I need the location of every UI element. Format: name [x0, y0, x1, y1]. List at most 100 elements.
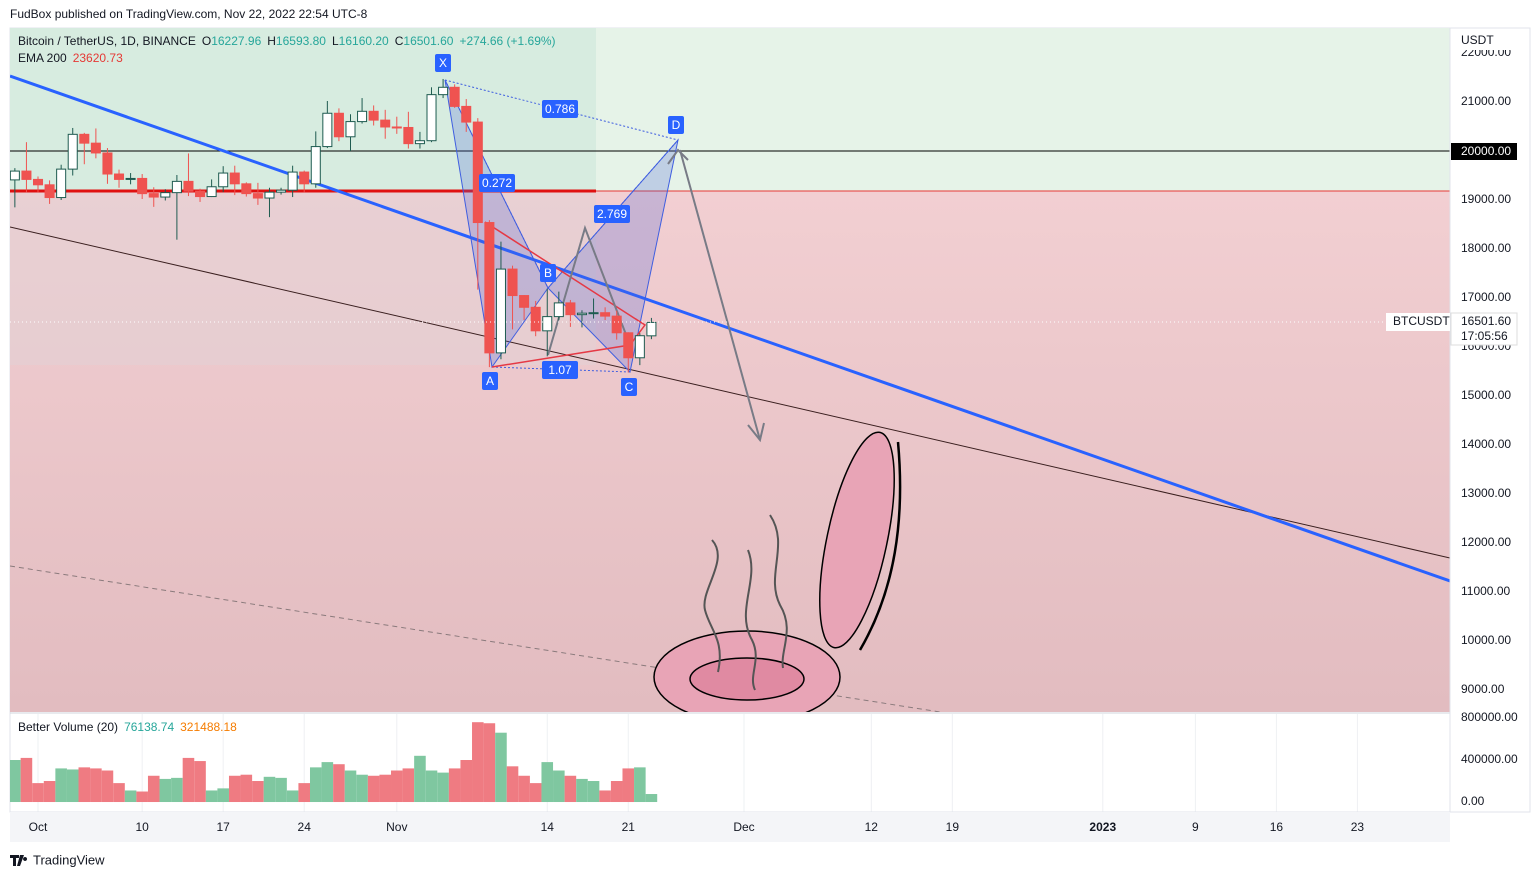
candle-body — [507, 268, 518, 297]
volume-bar — [495, 732, 507, 803]
ohlc-key: O — [202, 34, 211, 48]
volume-bar — [321, 762, 334, 803]
candle-body — [403, 126, 414, 145]
candle-body — [67, 133, 78, 170]
volume-bar — [518, 775, 530, 803]
volume-tick-label: 800000.00 — [1461, 710, 1518, 724]
volume-bar — [344, 770, 357, 803]
x-tick-label: 19 — [946, 820, 960, 834]
logo-icon — [10, 855, 28, 866]
x-tick-label: 10 — [135, 820, 149, 834]
volume-bar — [529, 783, 542, 803]
candle-body — [56, 168, 67, 199]
volume-bar — [483, 723, 496, 803]
volume-tick-label: 400000.00 — [1461, 752, 1518, 766]
volume-bar — [194, 761, 206, 803]
pattern-ratio: 0.786 — [545, 102, 575, 116]
y-tick-label: 19000.00 — [1461, 192, 1511, 206]
price-tag-bg — [1450, 312, 1518, 346]
ohlc-key: L — [332, 34, 339, 48]
volume-bar — [286, 790, 299, 803]
volume-bar — [553, 770, 565, 803]
candle-body — [519, 295, 530, 308]
candle-body — [183, 180, 194, 192]
volume-bar — [10, 760, 21, 803]
volume-bar — [333, 764, 345, 803]
candle-body — [600, 312, 611, 317]
pattern-point: B — [544, 266, 552, 280]
legend: Bitcoin / TetherUS, 1D, BINANCE O16227.96… — [18, 34, 556, 48]
candle-body — [241, 183, 252, 195]
level-tag: 20000.00 — [1461, 144, 1511, 158]
pattern-ratio-bg — [542, 361, 578, 379]
arrow — [679, 149, 761, 441]
candle-body — [357, 110, 368, 123]
ohlc-value: 16593.80 — [276, 34, 326, 48]
ohlc: O16227.96 H16593.80 L16160.20 C16501.60 +274… — [202, 34, 556, 48]
ohlc-value: 16227.96 — [211, 34, 261, 48]
volume-bar — [599, 790, 611, 803]
volume-bar — [101, 770, 114, 803]
volume-tick-label: 0.00 — [1461, 794, 1485, 808]
x-tick-label: 12 — [865, 820, 879, 834]
volume-bar — [275, 777, 287, 803]
volume-bar — [205, 790, 218, 803]
volume-bar — [645, 794, 658, 803]
candle-body — [79, 133, 90, 144]
volume-bar — [356, 774, 368, 803]
pattern-point: A — [486, 374, 494, 388]
candle-body — [634, 335, 645, 359]
volume-legend: Better Volume (20) 76138.74 321488.18 — [18, 720, 237, 734]
volume-bar — [113, 783, 125, 803]
pattern-point-bg — [621, 378, 637, 396]
candle-body — [449, 86, 460, 107]
pattern-point-bg — [435, 54, 451, 72]
arrow-head — [667, 148, 689, 165]
volume-bar — [124, 790, 137, 803]
ema-legend: EMA 200 23620.73 — [18, 51, 123, 65]
pattern-point: C — [625, 380, 634, 394]
x-tick-label: 24 — [298, 820, 312, 834]
candle-body — [195, 190, 206, 198]
toilet-lid-edge — [858, 441, 902, 651]
volume-bar — [252, 781, 264, 803]
volume-bar — [263, 776, 276, 803]
ohlc-key: C — [395, 34, 404, 48]
y-tick-label: 14000.00 — [1461, 437, 1511, 451]
volume-bar — [541, 762, 554, 803]
volume-bar — [20, 757, 33, 803]
red-lines — [484, 221, 647, 368]
trendline — [10, 226, 1450, 559]
volume-name: Better Volume (20) — [18, 720, 118, 734]
ohlc-value: 16501.60 — [403, 34, 453, 48]
y-tick-label: 21000.00 — [1461, 94, 1511, 108]
volume-bar — [472, 722, 484, 803]
volume-bar — [240, 774, 253, 803]
ohlc-key: H — [267, 34, 276, 48]
volume-bar — [587, 781, 600, 803]
volume-last: 76138.74 — [124, 720, 174, 734]
x-tick-label: 21 — [622, 820, 636, 834]
x-tick-label: 17 — [217, 820, 231, 834]
pattern-point-bg — [482, 372, 498, 390]
candle-body — [276, 189, 287, 193]
change: +274.66 (+1.69%) — [459, 34, 555, 48]
candle-body — [218, 172, 229, 188]
candle-body — [461, 105, 472, 123]
currency: USDT — [1461, 33, 1494, 47]
candle-body — [345, 121, 356, 138]
volume-bar — [228, 775, 241, 803]
footer: TradingView — [33, 852, 105, 867]
pattern-point-bg — [540, 264, 556, 282]
candle-body — [310, 146, 321, 185]
toilet-lid — [819, 431, 895, 649]
candle-body — [472, 121, 483, 224]
candle-body — [252, 193, 263, 199]
x-tick-label: 2023 — [1089, 820, 1116, 834]
candle-body — [646, 321, 657, 337]
candle-body — [588, 312, 599, 315]
stink — [744, 549, 757, 691]
candle-body — [287, 171, 298, 191]
candle-body — [380, 119, 391, 128]
